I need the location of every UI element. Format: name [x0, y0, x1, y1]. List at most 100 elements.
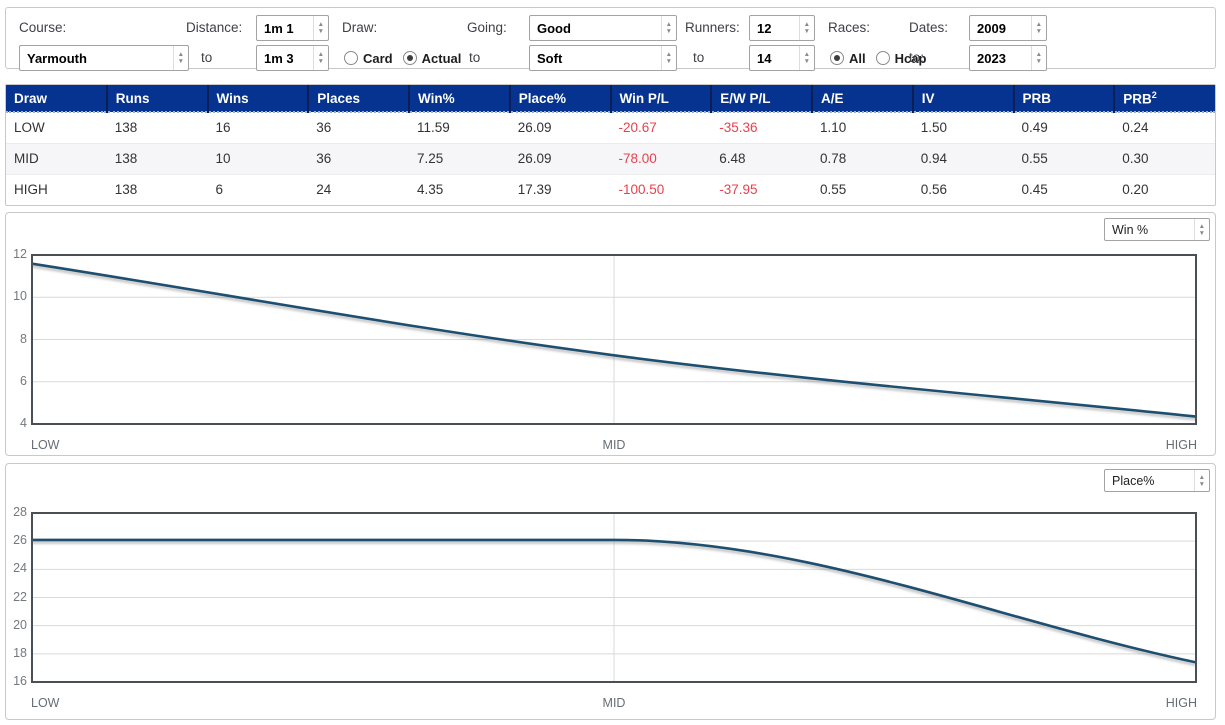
table-cell: 26.09	[509, 143, 611, 175]
table-cell: 26.09	[509, 111, 611, 144]
table-cell: 138	[106, 111, 208, 144]
x-tick-label: HIGH	[1165, 696, 1197, 710]
y-tick-label: 24	[13, 561, 27, 576]
table-row: MID 138 10 36 7.25 26.09 -78.00 6.48 0.78 0.94 0.5…	[6, 143, 1215, 175]
table-cell: 4.35	[417, 182, 444, 197]
table-cell: 0.24	[1114, 111, 1215, 144]
dates-from-value: 2009	[977, 20, 1006, 36]
draw-card-radio[interactable]	[344, 51, 358, 65]
table-row: LOW 138 16 36 11.59 26.09 -20.67 -35.36 1.10 1.50…	[6, 111, 1215, 144]
going-from-select[interactable]: Good ▲ ▼	[529, 15, 677, 41]
course-select-value: Yarmouth	[27, 50, 87, 66]
spinner-arrows-icon[interactable]: ▲ ▼	[1030, 46, 1046, 70]
races-hcap-radio-label[interactable]: Hcap	[894, 50, 927, 66]
x-tick-label: LOW	[31, 438, 60, 452]
win-chart-plot	[31, 254, 1197, 425]
spinner-arrows-icon[interactable]: ▲ ▼	[798, 46, 814, 70]
spinner-arrows-icon[interactable]: ▲ ▼	[798, 16, 814, 40]
y-tick-label: 26	[13, 533, 27, 548]
column-header-winpl: Win P/L	[609, 85, 712, 113]
spinner-arrows-icon[interactable]: ▲ ▼	[312, 46, 328, 70]
column-header-win: Win%	[408, 85, 510, 113]
spinner-arrows-icon[interactable]: ▲ ▼	[312, 16, 328, 40]
spinner-arrows-icon[interactable]: ▲ ▼	[660, 16, 676, 40]
distance-to-label: to	[201, 50, 213, 65]
dates-to-spinner[interactable]: 2023 ▲ ▼	[969, 45, 1047, 71]
table-cell: MID	[6, 143, 107, 175]
runners-to-spinner[interactable]: 14 ▲ ▼	[749, 45, 815, 71]
table-cell: -35.36	[711, 111, 812, 144]
table-cell: 0.55	[1013, 143, 1115, 175]
chart-metric-select-win[interactable]: Win % ▲ ▼	[1104, 218, 1210, 241]
x-tick-label: MID	[602, 438, 626, 452]
table-cell: -37.95	[719, 182, 758, 197]
table-cell: 1.10	[812, 111, 913, 144]
x-tick-label: HIGH	[1165, 438, 1197, 452]
table-cell: LOW	[6, 111, 107, 144]
chart-metric-value: Win %	[1112, 222, 1149, 237]
distance-label: Distance:	[186, 20, 243, 35]
runners-to-value: 14	[757, 50, 772, 66]
spinner-arrows-icon[interactable]: ▲ ▼	[1193, 219, 1209, 240]
y-tick-label: 12	[13, 247, 27, 261]
dates-to-value: 2023	[977, 50, 1006, 66]
dates-from-spinner[interactable]: 2009 ▲ ▼	[969, 15, 1047, 41]
draw-stats-table: Draw Runs Wins Places Win% Place% Win P/L E/W P…	[6, 85, 1215, 205]
draw-card-radio-label[interactable]: Card	[363, 50, 393, 66]
spinner-arrows-icon[interactable]: ▲ ▼	[660, 46, 676, 70]
place-percent-chart-panel: Place% ▲ ▼ 16 18 20 22 24 26 28 LOW MID HIGH	[5, 463, 1216, 720]
column-header-places: Places	[307, 85, 409, 113]
going-to-label: to	[469, 50, 481, 65]
x-tick-label: LOW	[31, 696, 60, 710]
y-axis-labels: 16 18 20 22 24 26 28	[7, 505, 28, 688]
chart-svg	[31, 254, 1197, 425]
races-label: Races:	[828, 20, 871, 35]
distance-to-spinner[interactable]: 1m 3 ▲ ▼	[256, 45, 329, 71]
y-tick-label: 4	[20, 416, 27, 430]
table-cell: 36	[308, 143, 409, 175]
table-cell: 16	[207, 111, 309, 144]
table-cell: 6.48	[711, 143, 812, 175]
y-tick-label: 10	[13, 289, 27, 304]
x-tick-label: MID	[602, 696, 626, 710]
place-percent-line	[32, 538, 1197, 664]
runners-to-label: to	[693, 50, 705, 65]
going-label: Going:	[467, 20, 507, 35]
column-header-wins: Wins	[206, 85, 309, 113]
y-tick-label: 16	[13, 674, 27, 688]
chart-metric-select-place[interactable]: Place% ▲ ▼	[1104, 469, 1210, 492]
table-cell: 1.50	[912, 111, 1014, 144]
column-header-ae: A/E	[811, 85, 913, 113]
dates-label: Dates:	[909, 20, 949, 35]
course-label: Course:	[19, 20, 67, 35]
draw-actual-radio[interactable]	[402, 51, 417, 65]
table-cell: 0.55	[820, 182, 847, 197]
races-hcap-radio[interactable]	[875, 51, 890, 65]
course-select[interactable]: Yarmouth ▲ ▼	[19, 45, 189, 71]
table-cell: 0.30	[1114, 143, 1215, 175]
table-cell: 10	[207, 143, 309, 175]
races-all-radio-label[interactable]: All	[849, 50, 866, 66]
x-axis-labels: LOW MID HIGH	[31, 438, 1197, 454]
table-cell: 138	[106, 143, 208, 175]
distance-from-value: 1m 1	[264, 20, 294, 36]
distance-from-spinner[interactable]: 1m 1 ▲ ▼	[256, 15, 329, 41]
table-cell: 11.59	[409, 111, 510, 144]
draw-actual-radio-label[interactable]: Actual	[421, 50, 462, 66]
table-cell: 17.39	[517, 182, 552, 197]
table-cell: 0.49	[1013, 111, 1115, 144]
runners-from-spinner[interactable]: 12 ▲ ▼	[749, 15, 815, 41]
going-to-select[interactable]: Soft ▲ ▼	[529, 45, 677, 71]
table-cell: HIGH	[14, 182, 48, 197]
y-tick-label: 6	[20, 373, 27, 388]
spinner-arrows-icon[interactable]: ▲ ▼	[1030, 16, 1046, 40]
table-cell: 0.45	[1021, 182, 1048, 197]
races-all-radio[interactable]	[830, 51, 844, 65]
spinner-arrows-icon[interactable]: ▲ ▼	[172, 46, 188, 70]
table-cell: 0.78	[812, 143, 913, 175]
draw-stats-panel: Draw Runs Wins Places Win% Place% Win P/L E/W P…	[5, 84, 1216, 206]
going-to-value: Soft	[537, 50, 563, 66]
table-body: LOW 138 16 36 11.59 26.09 -20.67 -35.36 1.10 1.50…	[6, 111, 1215, 205]
column-header-prb: PRB	[1012, 85, 1115, 113]
spinner-arrows-icon[interactable]: ▲ ▼	[1193, 470, 1209, 491]
